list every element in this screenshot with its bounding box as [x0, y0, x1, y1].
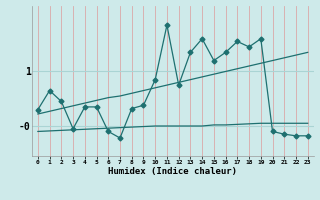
X-axis label: Humidex (Indice chaleur): Humidex (Indice chaleur) — [108, 167, 237, 176]
